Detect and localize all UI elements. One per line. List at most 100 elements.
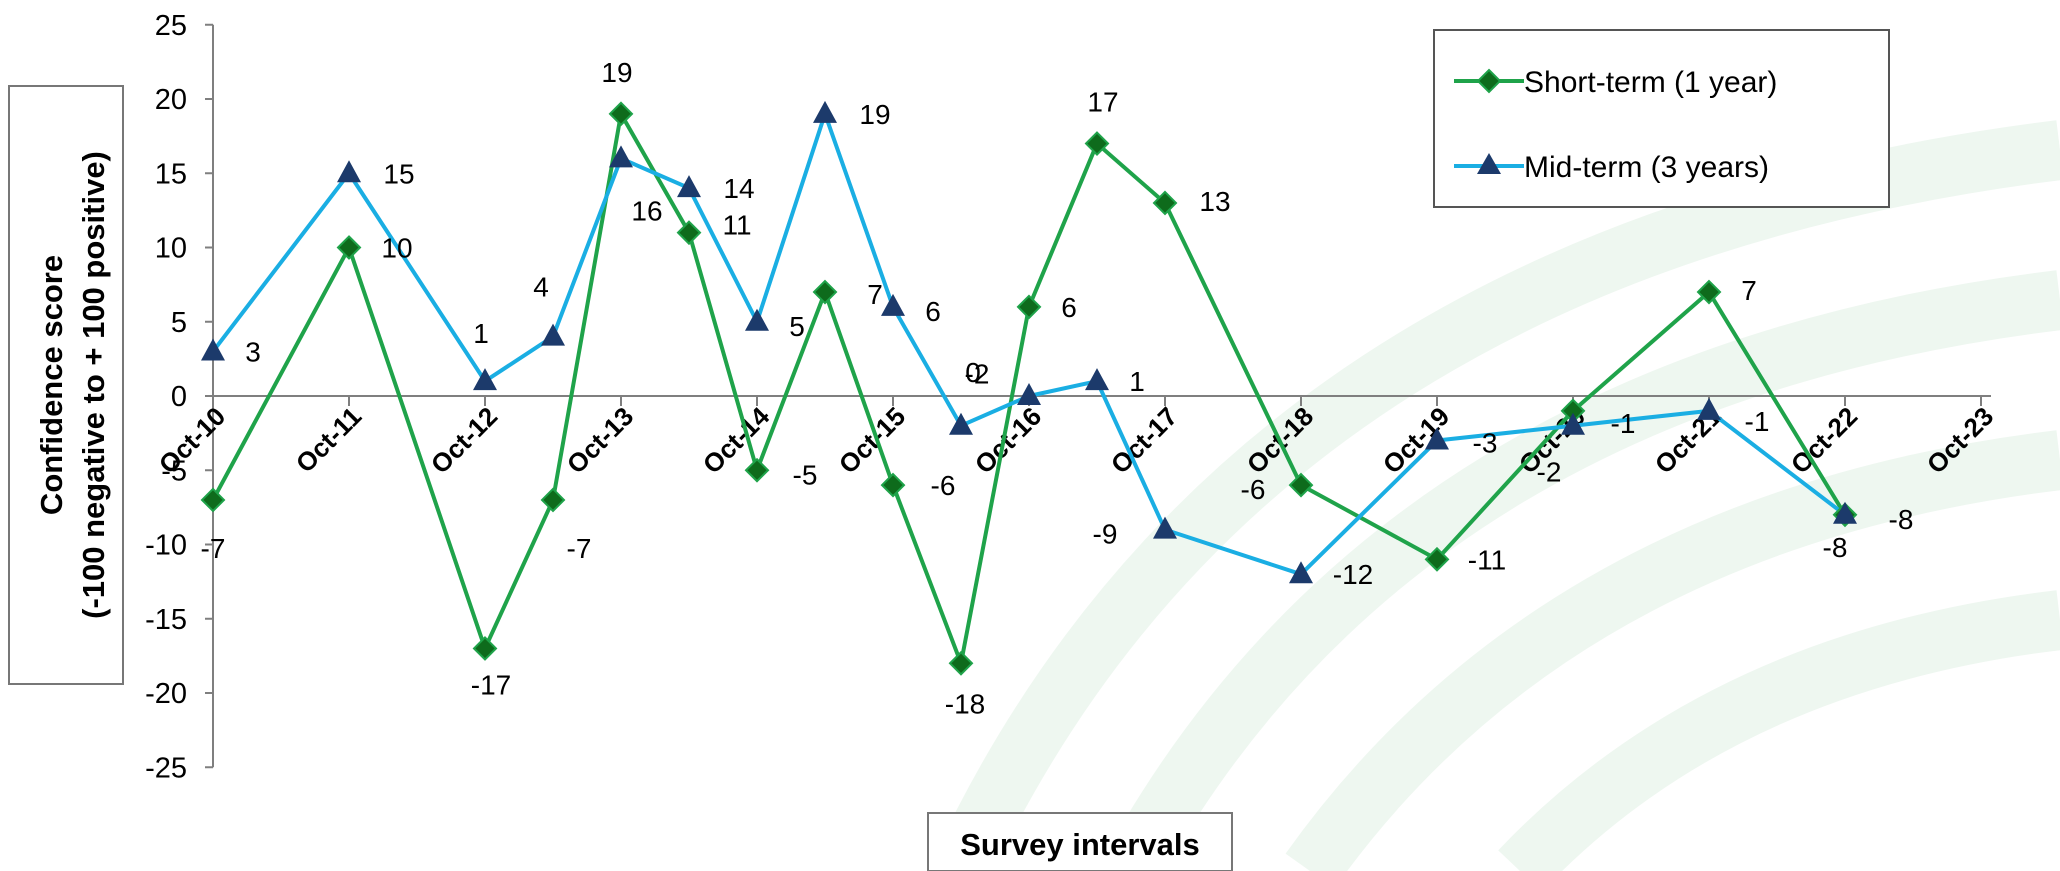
data-point-mid-term <box>201 338 225 361</box>
data-label-mid-term: 0 <box>965 357 981 388</box>
data-point-mid-term <box>1289 561 1313 584</box>
data-point-mid-term <box>337 160 361 183</box>
data-label-mid-term: 19 <box>859 99 890 130</box>
legend: Short-term (1 year) Mid-term (3 years) <box>1433 29 1890 208</box>
y-tick-label: -25 <box>145 752 187 784</box>
data-label-mid-term: -8 <box>1889 504 1914 535</box>
x-tick-label: Oct-22 <box>1785 401 1863 479</box>
data-label-mid-term: 15 <box>383 158 414 189</box>
y-tick-label: -15 <box>145 604 187 636</box>
data-label-mid-term: 16 <box>631 195 662 226</box>
legend-item-short-term: Short-term (1 year) <box>1454 66 1777 99</box>
data-label-mid-term: 5 <box>789 311 805 342</box>
data-point-mid-term <box>541 323 565 346</box>
data-label-mid-term: 1 <box>1129 366 1145 397</box>
y-tick-label: 20 <box>155 84 187 116</box>
data-point-mid-term <box>1561 412 1585 435</box>
x-axis-title: Survey intervals <box>927 812 1233 871</box>
data-point-mid-term <box>1085 368 1109 391</box>
y-tick-label: -20 <box>145 678 187 710</box>
data-point-short-term <box>812 279 838 305</box>
data-point-short-term <box>676 220 702 246</box>
data-label-short-term: -18 <box>945 688 985 719</box>
data-label-short-term: 6 <box>1061 292 1077 323</box>
data-label-short-term: -17 <box>471 669 511 700</box>
data-point-short-term <box>1696 279 1722 305</box>
data-point-short-term <box>608 101 634 127</box>
data-label-mid-term: -12 <box>1333 559 1373 590</box>
y-axis-title: Confidence score (-100 negative to + 100… <box>8 85 124 685</box>
data-label-short-term: -6 <box>931 470 956 501</box>
data-label-mid-term: -1 <box>1745 406 1770 437</box>
data-label-mid-term: 14 <box>723 173 754 204</box>
series-line-short-term <box>211 111 1847 666</box>
data-label-short-term: 19 <box>601 57 632 88</box>
svg-text:Short-term (1 year): Short-term (1 year) <box>1524 66 1777 99</box>
data-label-short-term: -11 <box>1468 544 1506 575</box>
y-tick-label: 15 <box>155 158 187 190</box>
series-layer <box>200 100 1858 676</box>
data-point-mid-term <box>813 100 837 123</box>
data-label-short-term: -7 <box>201 533 226 564</box>
data-label-short-term: 7 <box>1741 275 1757 306</box>
data-point-short-term <box>336 235 362 260</box>
data-point-short-term <box>1152 190 1178 216</box>
data-label-short-term: 13 <box>1199 186 1230 217</box>
data-label-mid-term: 1 <box>473 318 489 349</box>
y-tick-label: 0 <box>171 381 187 413</box>
data-label-short-term: 11 <box>722 210 751 241</box>
data-point-mid-term <box>1833 501 1857 524</box>
y-tick-label: 10 <box>155 233 187 265</box>
data-point-mid-term <box>1425 427 1449 450</box>
y-tick-label: 25 <box>155 10 187 42</box>
y-tick-label: -5 <box>161 455 187 487</box>
y-tick-label: -10 <box>145 530 187 562</box>
data-point-short-term <box>744 457 770 483</box>
data-point-mid-term <box>677 175 701 198</box>
x-tick-label: Oct-10 <box>153 401 231 479</box>
y-axis: 25 20 15 10 5 0 -5 -10 -15 -20 -25 <box>145 10 214 784</box>
data-point-short-term <box>1084 131 1110 156</box>
data-label-short-term: -5 <box>793 459 818 490</box>
data-point-mid-term <box>1697 397 1721 420</box>
svg-text:(-100 negative to + 100 positi: (-100 negative to + 100 positive) <box>76 151 111 619</box>
data-label-mid-term: -2 <box>1537 457 1562 488</box>
data-label-mid-term: -2 <box>965 359 990 390</box>
data-label-mid-term: 3 <box>245 336 261 367</box>
data-point-short-term <box>1288 472 1314 498</box>
data-point-short-term <box>1016 294 1042 320</box>
x-tick-label: Oct-11 <box>290 401 367 478</box>
data-point-mid-term <box>1017 383 1041 405</box>
data-point-mid-term <box>1153 516 1177 539</box>
data-point-short-term <box>880 472 906 498</box>
svg-text:Survey intervals: Survey intervals <box>960 827 1200 862</box>
data-point-mid-term <box>745 308 769 331</box>
svg-text:Confidence score: Confidence score <box>34 255 69 515</box>
legend-box <box>1433 29 1890 208</box>
data-point-short-term <box>540 487 566 513</box>
data-label-short-term: 10 <box>381 233 412 264</box>
data-point-short-term <box>948 650 974 676</box>
data-label-short-term: -6 <box>1241 474 1266 505</box>
data-label-mid-term: 4 <box>533 272 549 303</box>
x-tick-label: Oct-15 <box>833 401 911 479</box>
data-labels: -710-17-71911-57-6-1861713-6-11-17-83151… <box>201 57 1914 719</box>
data-label-short-term: -1 <box>1611 408 1636 439</box>
data-point-short-term <box>472 636 498 661</box>
triangle-marker-icon <box>1477 153 1501 174</box>
diamond-marker-icon <box>1476 68 1502 94</box>
y-tick-label: 5 <box>171 307 187 339</box>
data-point-mid-term <box>881 293 905 316</box>
legend-item-mid-term: Mid-term (3 years) <box>1454 151 1769 184</box>
data-point-mid-term <box>473 368 497 391</box>
x-tick-label: Oct-17 <box>1105 401 1183 479</box>
data-label-short-term: 7 <box>867 279 883 310</box>
data-point-short-term <box>1424 546 1450 572</box>
data-label-short-term: -7 <box>567 533 592 564</box>
data-point-mid-term <box>609 145 633 168</box>
x-tick-label: Oct-12 <box>425 401 503 479</box>
data-label-short-term: 17 <box>1087 87 1118 118</box>
data-point-mid-term <box>949 412 973 435</box>
svg-text:Mid-term (3 years): Mid-term (3 years) <box>1524 151 1769 184</box>
